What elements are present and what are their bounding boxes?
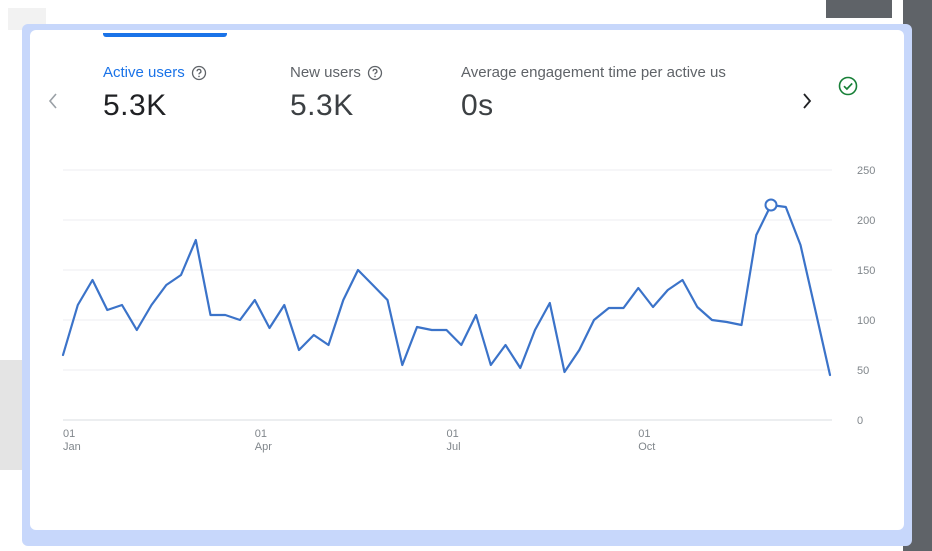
- data-point: [372, 284, 374, 286]
- chevron-left-icon: [48, 93, 57, 109]
- data-point: [829, 374, 831, 376]
- tab-label: New users: [290, 64, 361, 81]
- data-point: [741, 324, 743, 326]
- data-point: [800, 244, 802, 246]
- data-point: [121, 304, 123, 306]
- tab-label: Active users: [103, 64, 185, 81]
- y-tick-label: 150: [857, 265, 875, 277]
- x-tick-label: Jul: [447, 441, 461, 453]
- backdrop-shape: [826, 0, 892, 18]
- data-point: [357, 269, 359, 271]
- data-point: [62, 354, 64, 356]
- data-point: [269, 327, 271, 329]
- tab-average-engagement-time[interactable]: Average engagement time per active us 0s: [461, 64, 785, 123]
- data-point: [165, 284, 167, 286]
- tab-label: Average engagement time per active us: [461, 64, 726, 81]
- check-circle-icon[interactable]: [834, 72, 862, 100]
- data-point: [519, 367, 521, 369]
- data-point: [593, 319, 595, 321]
- x-tick-label: Apr: [255, 441, 272, 453]
- data-point: [785, 206, 787, 208]
- data-point: [342, 299, 344, 301]
- tab-value: 5.3K: [103, 89, 167, 122]
- data-point: [254, 299, 256, 301]
- data-point: [608, 307, 610, 309]
- x-tick-label: 01: [638, 428, 650, 440]
- data-point: [726, 321, 728, 323]
- data-point: [755, 234, 757, 236]
- data-point: [637, 287, 639, 289]
- data-point: [814, 309, 816, 311]
- x-tick-label: 01: [447, 428, 459, 440]
- data-point: [401, 364, 403, 366]
- tab-new-users-label-row: New users: [290, 64, 383, 81]
- tab-value: 0s: [461, 89, 494, 122]
- data-point: [92, 279, 94, 281]
- data-point: [460, 344, 462, 346]
- data-point: [475, 314, 477, 316]
- data-point: [431, 329, 433, 331]
- data-point: [195, 239, 197, 241]
- data-point: [578, 349, 580, 351]
- data-point: [446, 329, 448, 331]
- data-point: [505, 344, 507, 346]
- x-tick-label: Jan: [63, 441, 81, 453]
- data-point: [239, 319, 241, 321]
- y-tick-label: 200: [857, 215, 875, 227]
- series-line: [61, 203, 832, 377]
- data-point: [682, 279, 684, 281]
- data-point: [387, 299, 389, 301]
- data-point: [313, 334, 315, 336]
- backdrop-shape: [0, 360, 22, 470]
- metrics-card: Active users 5.3K New users 5.3K: [30, 30, 904, 530]
- y-tick-label: 250: [857, 165, 875, 177]
- tab-active-users[interactable]: Active users 5.3K: [103, 64, 207, 123]
- data-point: [210, 314, 212, 316]
- next-metrics-button[interactable]: [794, 88, 820, 114]
- data-point: [623, 307, 625, 309]
- data-point: [298, 349, 300, 351]
- data-point: [77, 304, 79, 306]
- data-point: [696, 306, 698, 308]
- tab-engagement-label-row: Average engagement time per active us: [461, 64, 785, 81]
- card-frame: Active users 5.3K New users 5.3K: [22, 24, 912, 546]
- data-point: [652, 306, 654, 308]
- data-point: [416, 326, 418, 328]
- data-point: [667, 289, 669, 291]
- data-point: [283, 304, 285, 306]
- help-circle-icon[interactable]: [191, 65, 207, 81]
- data-point: [549, 302, 551, 304]
- data-point: [490, 364, 492, 366]
- data-point: [328, 344, 330, 346]
- data-point: [711, 319, 713, 321]
- y-tick-label: 50: [857, 365, 869, 377]
- active-tab-indicator: [103, 33, 227, 37]
- y-tick-label: 100: [857, 315, 875, 327]
- y-tick-label: 0: [857, 415, 863, 427]
- previous-metrics-button[interactable]: [40, 88, 66, 114]
- tab-new-users[interactable]: New users 5.3K: [290, 64, 383, 123]
- data-point: [180, 274, 182, 276]
- tab-value: 5.3K: [290, 89, 354, 122]
- x-tick-label: Oct: [638, 441, 655, 453]
- x-tick-label: 01: [63, 428, 75, 440]
- data-point: [151, 304, 153, 306]
- data-point: [136, 329, 138, 331]
- help-circle-icon[interactable]: [367, 65, 383, 81]
- data-point: [224, 314, 226, 316]
- data-point: [106, 309, 108, 311]
- x-tick-label: 01: [255, 428, 267, 440]
- chevron-right-icon: [803, 93, 812, 109]
- data-point: [564, 371, 566, 373]
- tab-active-users-label-row: Active users: [103, 64, 207, 81]
- highlighted-data-point: [764, 198, 778, 212]
- data-point: [534, 329, 536, 331]
